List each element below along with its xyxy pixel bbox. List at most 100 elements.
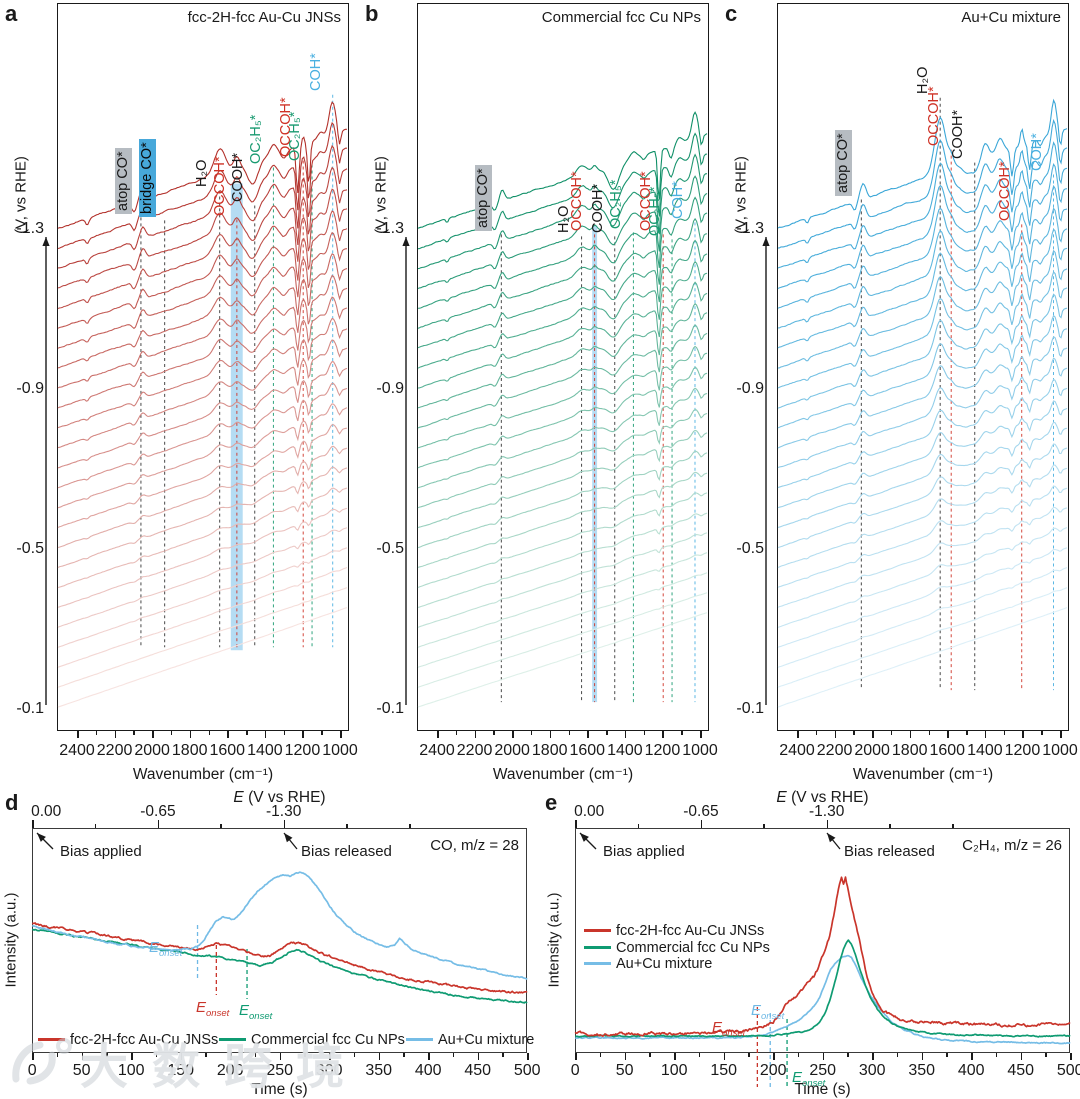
peak-label-c-4: OCCOH* [996,161,1013,221]
E-minortick-e-2 [889,824,891,828]
E-minortick-e-0 [637,824,640,828]
x-axis-a: 2400 2200 2000 1800 1600 1400 1200 1000 [57,731,358,787]
panel-letter-d: d [5,790,19,815]
peak-label-a-8: COH* [308,53,325,91]
x-tick-b-5 [624,731,627,738]
x-minortick-b-4 [606,731,608,735]
legend-swatch [38,1038,65,1041]
time-tick-e-4 [773,1053,775,1060]
time-tick-label-e-6: 300 [858,1062,886,1079]
panel-letter-c: c [725,1,738,26]
y-tick-label-c-2: -0.5 [736,540,764,557]
time-tick-label-d-2: 100 [117,1062,145,1079]
x-tick-label-a-3: 1800 [171,742,208,759]
x-tick-b-3 [549,731,552,738]
E-tick-e-1 [700,820,703,828]
panel-d: d E (V vs RHE) 0.00 -0.65 -1.30 Intensity … [0,789,541,1099]
panel-title-d: CO, m/z = 28 [430,837,519,854]
x-tick-c-6 [1022,731,1024,738]
peak-label-c-5: COH* [1028,133,1045,171]
x-tick-a-6 [302,731,304,738]
x-tick-c-1 [834,731,837,738]
E-minortick-d-2 [346,824,348,828]
x-minortick-b-3 [568,731,570,735]
time-tick-label-e-7: 350 [908,1062,936,1079]
peak-label-a-2: H₂O [194,159,211,187]
x-tick-a-3 [189,731,192,738]
time-axis-label-d: Time (s) [251,1081,308,1098]
time-minortick-e-4 [797,1053,800,1057]
E-tick-e-2 [826,820,829,828]
legend-swatch [584,962,611,965]
x-minortick-b-0 [455,731,458,735]
time-tick-e-8 [971,1053,973,1060]
panel-b: b (V, vs RHE) Commercial fcc Cu NPs atop… [360,0,720,790]
peak-label-b-2: OCCOH* [569,171,586,231]
x-tick-label-a-4: 1600 [209,742,246,759]
x-tick-a-5 [264,731,267,738]
x-tick-label-c-3: 1800 [891,742,928,759]
time-tick-d-8 [428,1053,430,1060]
x-tick-label-b-3: 1800 [531,742,568,759]
x-axis-label-a: Wavenumber (cm⁻¹) [132,766,274,783]
x-tick-label-b-5: 1400 [607,742,643,759]
time-tick-d-10 [527,1053,529,1060]
x-tick-c-3 [909,731,912,738]
legend-swatch [584,929,611,932]
plot-area-a: fcc-2H-fcc Au-Cu JNSs atop CO* bridge CO*… [57,3,349,731]
x-tick-b-4 [587,731,589,738]
top-axis-e: E (V vs RHE) 0.00 -0.65 -1.30 [574,789,1070,828]
E-minortick-d-1 [220,824,222,828]
plot-area-e: C₂H₄, m/z = 26 Bias applied Bias release… [574,828,1071,1089]
time-minortick-e-3 [748,1053,750,1057]
E-minortick-e-1 [763,824,765,828]
E-onset-label-d-2: Eonset [239,1002,273,1022]
time-tick-e-7 [921,1053,924,1060]
y-tick-label-c-0: -1.3 [736,220,764,237]
E-onset-label-e-1: Eonset [751,1002,785,1022]
E-onset-label-e-0: Eonset [712,1019,746,1039]
time-minortick-e-0 [599,1053,602,1057]
legend-swatch [406,1038,433,1041]
x-tick-label-c-5: 1400 [967,742,1003,759]
time-tick-label-e-5: 250 [809,1062,837,1079]
x-tick-b-2 [512,731,514,738]
time-tick-label-d-10: 500 [513,1062,541,1079]
x-tick-c-5 [984,731,987,738]
time-minortick-d-8 [452,1053,455,1057]
y-axis-arrow-c [762,237,770,705]
E-tick-label-d-2: -1.30 [265,803,302,820]
peak-label-c-3: COOH* [949,109,966,159]
time-tick-e-5 [822,1053,825,1060]
E-tick-label-e-0: 0.00 [574,803,605,820]
y-tick-label-b-1: -0.9 [376,380,404,397]
peak-label-a-4: COOH* [229,152,246,202]
series-svg-d [31,832,528,1004]
series-svg-e [574,832,1071,1087]
legend-item-e-1: Commercial fcc Cu NPs [584,940,770,956]
time-tick-e-0 [575,1053,577,1060]
peak-label-b-3: COOH* [589,183,606,233]
x-tick-label-c-7: 1000 [1042,742,1078,759]
time-tick-d-0 [32,1053,34,1060]
x-tick-b-1 [474,731,477,738]
E-symbol: E [776,789,787,806]
E-tick-label-d-0: 0.00 [31,803,62,820]
time-tick-label-e-1: 50 [615,1062,634,1079]
plot-area-c: Au+Cu mixture atop CO* H₂O OCCOH* COOH* OCCO… [777,3,1069,731]
panel-letter-e: e [545,790,558,815]
x-tick-label-c-6: 1200 [1004,742,1041,759]
time-tick-e-1 [624,1053,627,1060]
E-tick-label-d-1: -0.65 [140,803,176,820]
peak-label-b-6: OC₂H₅* [647,186,664,236]
time-tick-d-3 [180,1053,183,1060]
y-axis-arrow-a [42,237,50,705]
x-minortick-c-5 [1003,731,1006,735]
time-tick-label-d-8: 400 [414,1062,442,1079]
time-minortick-d-7 [403,1053,405,1057]
x-minortick-c-6 [1041,731,1043,735]
x-axis-label-c: Wavenumber (cm⁻¹) [852,766,994,783]
time-tick-e-6 [872,1053,874,1060]
panel-letter-a: a [5,1,18,26]
